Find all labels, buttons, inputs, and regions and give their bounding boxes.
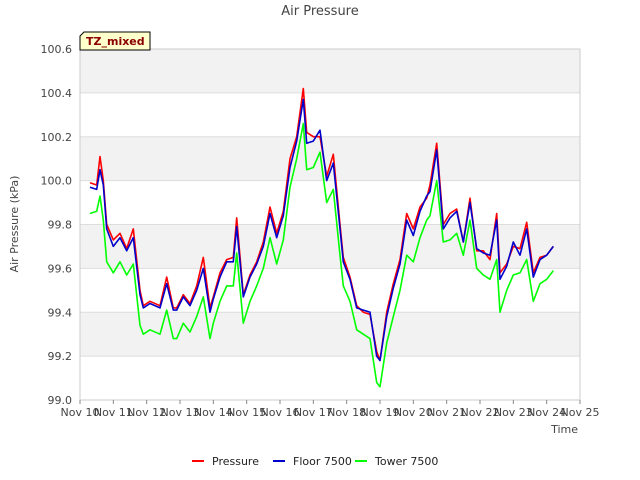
x-tick-label: Nov 16 [261, 406, 300, 419]
x-tick-label: Nov 11 [94, 406, 133, 419]
chart-title: Air Pressure [281, 4, 359, 19]
plot-bands [80, 49, 580, 357]
x-tick-label: Nov 22 [461, 406, 500, 419]
x-tick-label: Nov 17 [294, 406, 333, 419]
y-tick-label: 99.4 [48, 306, 73, 319]
y-tick-label: 100.2 [41, 131, 73, 144]
x-axis-title: Time [550, 423, 578, 436]
y-axis-ticks: 99.0 99.2 99.4 99.6 99.8 100.0 100.2 100.4 100.6 [41, 43, 73, 407]
legend-item: Tower 7500 [355, 455, 438, 468]
y-tick-label: 100.4 [41, 87, 73, 100]
x-tick-label: Nov 13 [161, 406, 200, 419]
series-line-tower-7500 [89, 122, 554, 388]
plot-frame [79, 48, 581, 401]
y-axis-title: Air Pressure (kPa) [8, 176, 21, 273]
x-tick-label: Nov 18 [327, 406, 366, 419]
x-tick-label: Nov 21 [427, 406, 466, 419]
tz-badge-label: TZ_mixed [86, 35, 145, 48]
x-tick-label: Nov 12 [127, 406, 166, 419]
x-tick-label: Nov 10 [61, 406, 100, 419]
y-tick-label: 100.0 [41, 175, 73, 188]
x-tick-label: Nov 23 [494, 406, 533, 419]
plot-band [80, 49, 580, 93]
x-tick-label: Nov 19 [361, 406, 400, 419]
x-tick-label: Nov 15 [227, 406, 266, 419]
series-line-floor-7500 [89, 98, 554, 362]
y-tick-label: 99.0 [48, 394, 73, 407]
y-tick-label: 99.2 [48, 350, 73, 363]
legend-label: Floor 7500 [293, 455, 352, 468]
y-tick-label: 100.6 [41, 43, 73, 56]
legend-label: Tower 7500 [374, 455, 438, 468]
legend-item: Floor 7500 [273, 455, 352, 468]
plot-band [80, 312, 580, 357]
legend-item: Pressure [192, 455, 259, 468]
x-tick-label: Nov 20 [394, 406, 433, 419]
series-lines [89, 87, 554, 388]
x-tick-label: Nov 24 [527, 406, 566, 419]
x-tick-label: Nov 25 [561, 406, 600, 419]
tz-badge: TZ_mixed [79, 31, 151, 51]
legend-label: Pressure [212, 455, 259, 468]
y-tick-label: 99.8 [48, 219, 73, 232]
x-tick-label: Nov 14 [194, 406, 233, 419]
y-tick-label: 99.6 [48, 262, 73, 275]
legend: Pressure Floor 7500 Tower 7500 [192, 455, 438, 468]
plot-band [80, 224, 580, 269]
